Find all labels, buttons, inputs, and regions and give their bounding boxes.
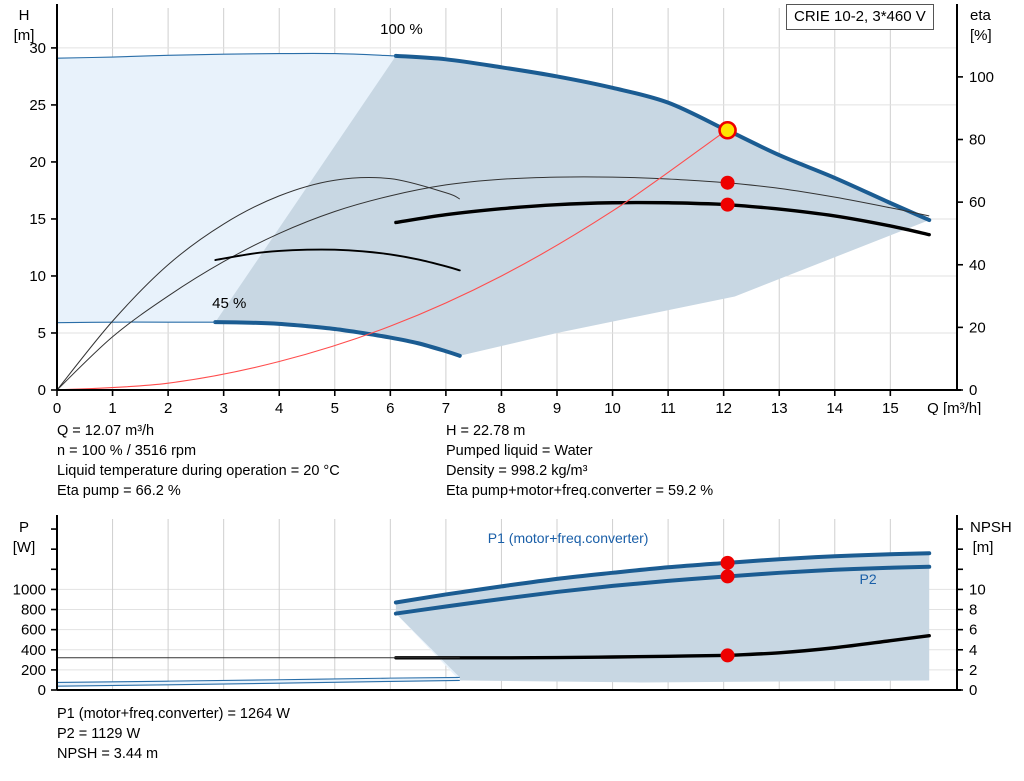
curve-p1-45 — [56, 676, 460, 684]
y-ticklabel-right-80: 80 — [969, 132, 986, 149]
p-axis-unit: [W] — [13, 539, 36, 556]
y-axis-left-title: H — [19, 7, 30, 24]
x-ticklabel-3: 3 — [219, 400, 227, 415]
y-ticklabel-left-25: 25 — [29, 97, 46, 114]
duty-info-left: Q = 12.07 m³/h n = 100 % / 3516 rpm Liquid… — [57, 421, 340, 501]
x-ticklabel-8: 8 — [497, 400, 505, 415]
curve-h-100 — [393, 53, 932, 223]
p1-point-marker[interactable] — [720, 555, 735, 570]
npsh-ticklabel-4: 4 — [969, 642, 977, 659]
y-ticklabel-left-0: 0 — [38, 382, 46, 399]
curve-eta-45-pump-motor-freq-converter — [214, 248, 461, 272]
eta-pump-point-marker[interactable] — [720, 175, 735, 190]
p-ticklabel-1000: 1000 — [13, 581, 46, 598]
npsh-axis-unit: [m] — [973, 539, 994, 556]
curve-npsh — [394, 633, 931, 660]
npsh-point-marker[interactable] — [720, 648, 735, 663]
curve-h-100-low-flow-dashed-part — [56, 52, 396, 59]
x-ticklabel-5: 5 — [331, 400, 339, 415]
duty-point-marker[interactable] — [718, 120, 737, 140]
x-ticklabel-13: 13 — [771, 400, 788, 415]
curve-p1-motor-freq-converter — [393, 551, 932, 605]
y-axis-right-unit: [%] — [970, 27, 992, 44]
p-ticklabel-600: 600 — [21, 622, 46, 639]
x-ticklabel-1: 1 — [108, 400, 116, 415]
bottom-chart-group: 0 200 400 600 800 1000 0 2 4 6 8 10 P [W] NPSH [m] P1 (m… — [13, 515, 1012, 699]
npsh-ticklabel-8: 8 — [969, 602, 977, 619]
duty-info-left-line-3: Eta pump = 66.2 % — [57, 483, 181, 499]
curve-h-45 — [213, 320, 462, 358]
x-ticklabel-6: 6 — [386, 400, 394, 415]
p-ticklabel-800: 800 — [21, 602, 46, 619]
p2-point-marker[interactable] — [720, 569, 735, 584]
duty-info-left-line-1: n = 100 % / 3516 rpm — [57, 443, 197, 459]
eta-total-point-marker[interactable] — [720, 197, 735, 212]
curve-p2 — [393, 564, 932, 616]
y-ticklabel-right-40: 40 — [969, 257, 986, 274]
curve-annotation-0: 100 % — [380, 21, 423, 38]
duty-info-right-line-0: H = 22.78 m — [446, 423, 526, 439]
power-info-line-1: P2 = 1129 W — [57, 726, 141, 742]
p-ticklabel-200: 200 — [21, 662, 46, 679]
x-ticklabel-7: 7 — [442, 400, 450, 415]
power-info-line-2: NPSH = 3.44 m — [57, 746, 159, 762]
duty-info-right-line-3: Eta pump+motor+freq.converter = 59.2 % — [446, 483, 714, 499]
x-ticklabel-9: 9 — [553, 400, 561, 415]
x-ticklabel-10: 10 — [604, 400, 621, 415]
power-annotation-1: P2 — [860, 571, 877, 587]
y-ticklabel-left-20: 20 — [29, 154, 46, 171]
curve-eta-pump-motor-freq-converter — [394, 200, 931, 237]
npsh-ticklabel-10: 10 — [969, 581, 986, 598]
curve-p2-45 — [56, 679, 460, 687]
curve-system-curve — [56, 125, 734, 391]
power-annotation-0: P1 (motor+freq.converter) — [488, 530, 649, 546]
curve-eta-45-pump — [56, 176, 461, 391]
x-ticklabel-11: 11 — [660, 400, 676, 415]
npsh-ticklabel-0: 0 — [969, 682, 977, 699]
p-ticklabel-0: 0 — [38, 682, 46, 699]
y-ticklabel-left-30: 30 — [29, 40, 46, 57]
duty-info-right-line-2: Density = 998.2 kg/m³ — [446, 463, 588, 479]
y-ticklabel-left-15: 15 — [29, 211, 46, 228]
y-ticklabel-left-5: 5 — [38, 325, 46, 342]
x-ticklabel-12: 12 — [715, 400, 732, 415]
duty-info-right-line-1: Pumped liquid = Water — [446, 443, 593, 459]
npsh-axis-title: NPSH — [970, 519, 1012, 536]
pump-model-title: CRIE 10-2, 3*460 V — [786, 4, 934, 30]
y-ticklabel-right-0: 0 — [969, 382, 977, 399]
x-ticklabel-15: 15 — [882, 400, 899, 415]
npsh-ticklabel-6: 6 — [969, 622, 977, 639]
y-axis-left-unit: [m] — [14, 27, 35, 44]
duty-envelope-fill — [215, 55, 930, 356]
x-ticklabel-0: 0 — [53, 400, 61, 415]
duty-info-left-line-2: Liquid temperature during operation = 20… — [57, 463, 340, 479]
p-ticklabel-400: 400 — [21, 642, 46, 659]
y-ticklabel-right-20: 20 — [969, 319, 986, 336]
power-info: P1 (motor+freq.converter) = 1264 W P2 = 1… — [57, 704, 290, 764]
x-ticklabel-2: 2 — [164, 400, 172, 415]
y-ticklabel-right-60: 60 — [969, 194, 986, 211]
x-ticklabel-14: 14 — [826, 400, 843, 415]
power-npsh-chart: 0 200 400 600 800 1000 0 2 4 6 8 10 P [W] NPSH [m] P1 (m… — [13, 515, 1012, 699]
duty-info-right: H = 22.78 m Pumped liquid = Water Density … — [446, 421, 713, 501]
p-axis-title: P — [19, 519, 29, 536]
duty-info-left-line-0: Q = 12.07 m³/h — [57, 423, 155, 439]
x-axis-title: Q [m³/h] — [927, 400, 981, 415]
power-envelope-fill — [395, 553, 930, 683]
curve-h-45-low-flow-part — [56, 321, 216, 324]
npsh-ticklabel-2: 2 — [969, 662, 977, 679]
curve-annotation-1: 45 % — [212, 295, 246, 312]
y-ticklabel-right-100: 100 — [969, 69, 994, 86]
curve-eta-pump — [56, 176, 930, 391]
x-ticklabel-4: 4 — [275, 400, 283, 415]
y-ticklabel-left-10: 10 — [29, 268, 46, 285]
y-axis-right-title: eta — [970, 7, 992, 24]
power-info-line-0: P1 (motor+freq.converter) = 1264 W — [57, 706, 290, 722]
